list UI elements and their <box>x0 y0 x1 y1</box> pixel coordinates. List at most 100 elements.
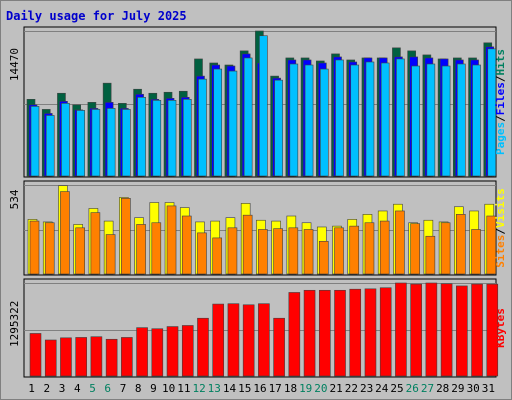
x-tick-day-15: 15 <box>238 382 251 395</box>
bar-pages-day-3 <box>61 103 70 177</box>
x-tick-day-28: 28 <box>436 382 449 395</box>
x-tick-day-27: 27 <box>421 382 434 395</box>
bar-kbytes-day-11 <box>181 325 194 377</box>
legend-separator: / <box>494 115 507 122</box>
x-tick-day-16: 16 <box>253 382 266 395</box>
x-tick-day-6: 6 <box>104 382 111 395</box>
legend-text: Sites/Visits <box>494 188 507 268</box>
bar-sites-day-13 <box>212 237 223 275</box>
x-tick-day-7: 7 <box>120 382 127 395</box>
x-tick-day-12: 12 <box>192 382 205 395</box>
chart-panels: 14470Pages/Files/Hits534Sites/Visits1295… <box>8 26 507 378</box>
bar-pages-day-31 <box>487 48 497 177</box>
bar-pages-day-11 <box>182 99 192 177</box>
x-tick-day-26: 26 <box>406 382 419 395</box>
bar-sites-day-29 <box>456 214 466 275</box>
x-tick-day-5: 5 <box>89 382 96 395</box>
bar-pages-day-10 <box>167 100 177 177</box>
panel-kbytes: 1295322 KBytes <box>8 278 507 378</box>
bar-kbytes-day-2 <box>44 339 57 377</box>
x-tick-day-19: 19 <box>299 382 312 395</box>
bar-sites-day-10 <box>166 205 177 275</box>
bar-sites-day-21 <box>334 227 344 275</box>
bar-kbytes-day-30 <box>471 283 483 377</box>
x-tick-day-22: 22 <box>345 382 358 395</box>
legend-item-kbytes: KBytes <box>494 308 507 348</box>
x-tick-day-9: 9 <box>150 382 157 395</box>
bar-kbytes-day-17 <box>273 317 285 377</box>
x-tick-day-23: 23 <box>360 382 373 395</box>
bar-kbytes-day-1 <box>29 333 42 377</box>
bar-kbytes-day-3 <box>60 337 72 377</box>
bar-sites-day-8 <box>136 224 146 275</box>
x-tick-day-14: 14 <box>223 382 237 395</box>
bar-kbytes-day-6 <box>105 338 118 377</box>
legend-separator: / <box>494 228 507 235</box>
bar-kbytes-day-5 <box>90 336 103 377</box>
bar-kbytes-day-14 <box>227 303 240 377</box>
bar-kbytes-day-22 <box>349 288 362 377</box>
x-tick-day-13: 13 <box>208 382 221 395</box>
bar-sites-day-2 <box>44 222 55 275</box>
bar-pages-day-4 <box>76 110 85 177</box>
bar-sites-day-20 <box>318 240 329 275</box>
legend-kbytes: KBytes <box>494 308 507 348</box>
bar-pages-day-28 <box>441 65 451 177</box>
bar-kbytes-day-27 <box>425 282 438 377</box>
legend-visits-sites: Sites/Visits <box>494 188 507 268</box>
legend-pages-files-hits: Pages/Files/Hits <box>494 49 507 155</box>
bar-sites-day-18 <box>288 227 299 275</box>
bar-sites-day-6 <box>105 234 116 275</box>
bar-sites-day-7 <box>121 198 131 275</box>
x-tick-day-31: 31 <box>482 382 495 395</box>
x-tick-day-11: 11 <box>177 382 190 395</box>
bar-kbytes-day-20 <box>318 289 331 377</box>
bar-sites-day-25 <box>395 210 405 275</box>
bar-sites-day-11 <box>181 215 192 275</box>
bar-kbytes-day-31 <box>486 283 499 377</box>
bar-pages-day-24 <box>380 62 390 177</box>
x-tick-day-1: 1 <box>28 382 35 395</box>
bar-pages-day-22 <box>350 64 360 177</box>
bar-sites-day-14 <box>227 227 238 275</box>
bar-pages-day-19 <box>304 64 314 177</box>
y-max-label: 534 <box>8 189 21 209</box>
legend-separator: / <box>494 75 507 82</box>
x-tick-day-20: 20 <box>314 382 327 395</box>
bar-kbytes-day-21 <box>334 289 346 377</box>
x-tick-day-17: 17 <box>269 382 282 395</box>
legend-text: KBytes <box>494 308 507 348</box>
bar-sites-day-4 <box>75 227 85 275</box>
bar-pages-day-9 <box>152 100 162 177</box>
bar-sites-day-31 <box>486 215 497 275</box>
bar-kbytes-day-28 <box>440 283 453 377</box>
x-tick-day-21: 21 <box>329 382 342 395</box>
bar-sites-day-27 <box>425 235 436 275</box>
bar-pages-day-21 <box>335 59 344 177</box>
bar-kbytes-day-13 <box>212 303 225 377</box>
bar-kbytes-day-8 <box>136 327 148 377</box>
bar-kbytes-day-9 <box>151 328 164 377</box>
bar-sites-day-16 <box>258 229 268 275</box>
panel-visits-sites: 534 Sites/Visits <box>8 180 507 276</box>
bar-pages-day-20 <box>319 68 329 177</box>
bar-kbytes-day-25 <box>395 282 407 377</box>
bar-pages-day-15 <box>243 57 253 177</box>
bar-pages-day-13 <box>213 68 223 177</box>
bar-kbytes-day-7 <box>121 337 133 377</box>
bar-pages-day-17 <box>274 79 283 177</box>
bar-kbytes-day-15 <box>242 304 255 377</box>
x-tick-day-8: 8 <box>135 382 142 395</box>
bar-sites-day-19 <box>303 229 314 275</box>
bar-pages-day-16 <box>259 35 268 177</box>
chart-title: Daily usage for July 2025 <box>6 9 187 23</box>
bar-pages-day-2 <box>45 115 55 177</box>
bar-pages-day-29 <box>457 63 466 177</box>
bar-pages-day-30 <box>472 64 481 177</box>
bar-sites-day-28 <box>440 222 451 275</box>
bar-kbytes-day-16 <box>258 303 270 377</box>
y-max-label: 1295322 <box>8 301 21 347</box>
bar-kbytes-day-26 <box>410 283 422 377</box>
x-tick-day-29: 29 <box>451 382 464 395</box>
bar-sites-day-3 <box>60 191 70 275</box>
